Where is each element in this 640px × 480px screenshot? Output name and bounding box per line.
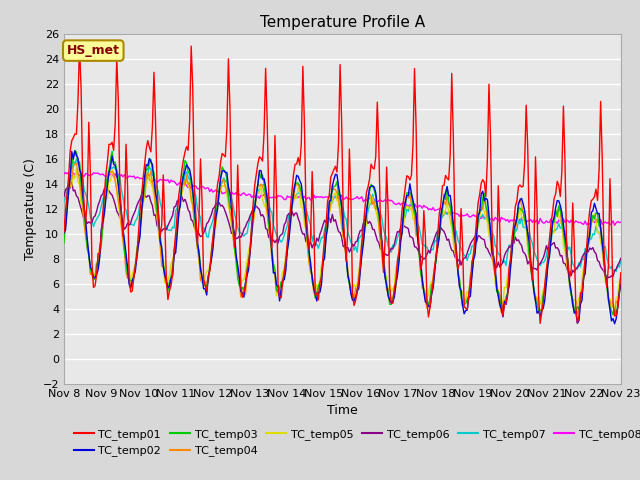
TC_temp07 bbox=[305, 217, 313, 223]
TC_temp07 bbox=[72, 156, 80, 162]
TC_temp04 bbox=[611, 313, 618, 319]
TC_temp03 bbox=[71, 147, 79, 153]
TC_temp04 bbox=[305, 260, 313, 266]
TC_temp04 bbox=[617, 275, 625, 280]
TC_temp02 bbox=[588, 209, 595, 215]
TC_temp01 bbox=[305, 247, 313, 252]
TC_temp07 bbox=[228, 195, 236, 201]
TC_temp06 bbox=[68, 179, 76, 185]
TC_temp02 bbox=[246, 250, 254, 255]
TC_temp06 bbox=[617, 255, 625, 261]
TC_temp03 bbox=[305, 252, 313, 258]
Line: TC_temp02: TC_temp02 bbox=[64, 151, 621, 324]
TC_temp08 bbox=[246, 192, 254, 197]
TC_temp02 bbox=[255, 168, 263, 173]
TC_temp06 bbox=[246, 213, 254, 218]
Line: TC_temp07: TC_temp07 bbox=[64, 159, 621, 272]
TC_temp02 bbox=[130, 274, 138, 279]
TC_temp08 bbox=[588, 218, 595, 224]
TC_temp06 bbox=[60, 193, 68, 199]
TC_temp01 bbox=[255, 154, 263, 160]
TC_temp01 bbox=[536, 321, 544, 326]
TC_temp05 bbox=[617, 274, 625, 280]
TC_temp01 bbox=[228, 196, 236, 202]
TC_temp02 bbox=[617, 282, 625, 288]
TC_temp08 bbox=[228, 189, 236, 195]
TC_temp08 bbox=[60, 171, 68, 177]
TC_temp05 bbox=[228, 224, 236, 230]
TC_temp02 bbox=[60, 230, 68, 236]
TC_temp04 bbox=[72, 160, 80, 166]
TC_temp01 bbox=[589, 196, 596, 202]
Line: TC_temp05: TC_temp05 bbox=[64, 169, 621, 309]
TC_temp06 bbox=[130, 211, 138, 217]
TC_temp01 bbox=[60, 229, 68, 235]
TC_temp01 bbox=[617, 270, 625, 276]
TC_temp07 bbox=[255, 186, 263, 192]
TC_temp04 bbox=[255, 183, 263, 189]
TC_temp05 bbox=[588, 218, 595, 224]
TC_temp08 bbox=[305, 194, 313, 200]
TC_temp01 bbox=[130, 275, 138, 281]
X-axis label: Time: Time bbox=[327, 405, 358, 418]
TC_temp06 bbox=[305, 241, 313, 247]
Title: Temperature Profile A: Temperature Profile A bbox=[260, 15, 425, 30]
TC_temp02 bbox=[611, 321, 618, 326]
Line: TC_temp04: TC_temp04 bbox=[64, 163, 621, 316]
TC_temp06 bbox=[588, 247, 595, 252]
TC_temp05 bbox=[611, 306, 618, 312]
TC_temp03 bbox=[617, 280, 625, 286]
TC_temp02 bbox=[305, 248, 313, 253]
Legend: TC_temp01, TC_temp02, TC_temp03, TC_temp04, TC_temp05, TC_temp06, TC_temp07, TC_: TC_temp01, TC_temp02, TC_temp03, TC_temp… bbox=[70, 425, 640, 461]
TC_temp03 bbox=[246, 248, 254, 254]
TC_temp04 bbox=[246, 247, 254, 252]
TC_temp05 bbox=[60, 237, 68, 242]
TC_temp02 bbox=[71, 148, 79, 154]
TC_temp06 bbox=[255, 207, 263, 213]
TC_temp05 bbox=[130, 266, 138, 272]
TC_temp03 bbox=[130, 276, 138, 281]
TC_temp01 bbox=[76, 43, 83, 49]
TC_temp07 bbox=[60, 199, 68, 204]
TC_temp05 bbox=[255, 191, 263, 196]
Y-axis label: Temperature (C): Temperature (C) bbox=[24, 158, 37, 260]
TC_temp07 bbox=[617, 258, 625, 264]
TC_temp07 bbox=[130, 223, 138, 228]
TC_temp08 bbox=[65, 169, 72, 175]
TC_temp04 bbox=[130, 270, 138, 276]
TC_temp08 bbox=[611, 223, 618, 228]
TC_temp06 bbox=[228, 230, 236, 236]
TC_temp04 bbox=[588, 219, 595, 225]
TC_temp03 bbox=[609, 312, 617, 317]
Text: HS_met: HS_met bbox=[67, 44, 120, 57]
TC_temp07 bbox=[246, 217, 254, 223]
TC_temp06 bbox=[605, 275, 612, 280]
Line: TC_temp06: TC_temp06 bbox=[64, 182, 621, 277]
TC_temp07 bbox=[588, 236, 595, 242]
TC_temp03 bbox=[228, 207, 236, 213]
TC_temp08 bbox=[617, 219, 625, 225]
TC_temp05 bbox=[246, 242, 254, 248]
TC_temp03 bbox=[60, 240, 68, 246]
TC_temp04 bbox=[60, 236, 68, 241]
TC_temp04 bbox=[228, 216, 236, 222]
TC_temp01 bbox=[246, 246, 254, 252]
Line: TC_temp03: TC_temp03 bbox=[64, 150, 621, 314]
TC_temp07 bbox=[612, 269, 620, 275]
TC_temp08 bbox=[255, 195, 263, 201]
TC_temp05 bbox=[305, 261, 313, 267]
Line: TC_temp01: TC_temp01 bbox=[64, 46, 621, 324]
TC_temp03 bbox=[255, 169, 263, 175]
Line: TC_temp08: TC_temp08 bbox=[64, 172, 621, 226]
TC_temp08 bbox=[130, 173, 138, 179]
TC_temp05 bbox=[72, 166, 80, 172]
TC_temp02 bbox=[228, 205, 236, 211]
TC_temp03 bbox=[588, 220, 595, 226]
